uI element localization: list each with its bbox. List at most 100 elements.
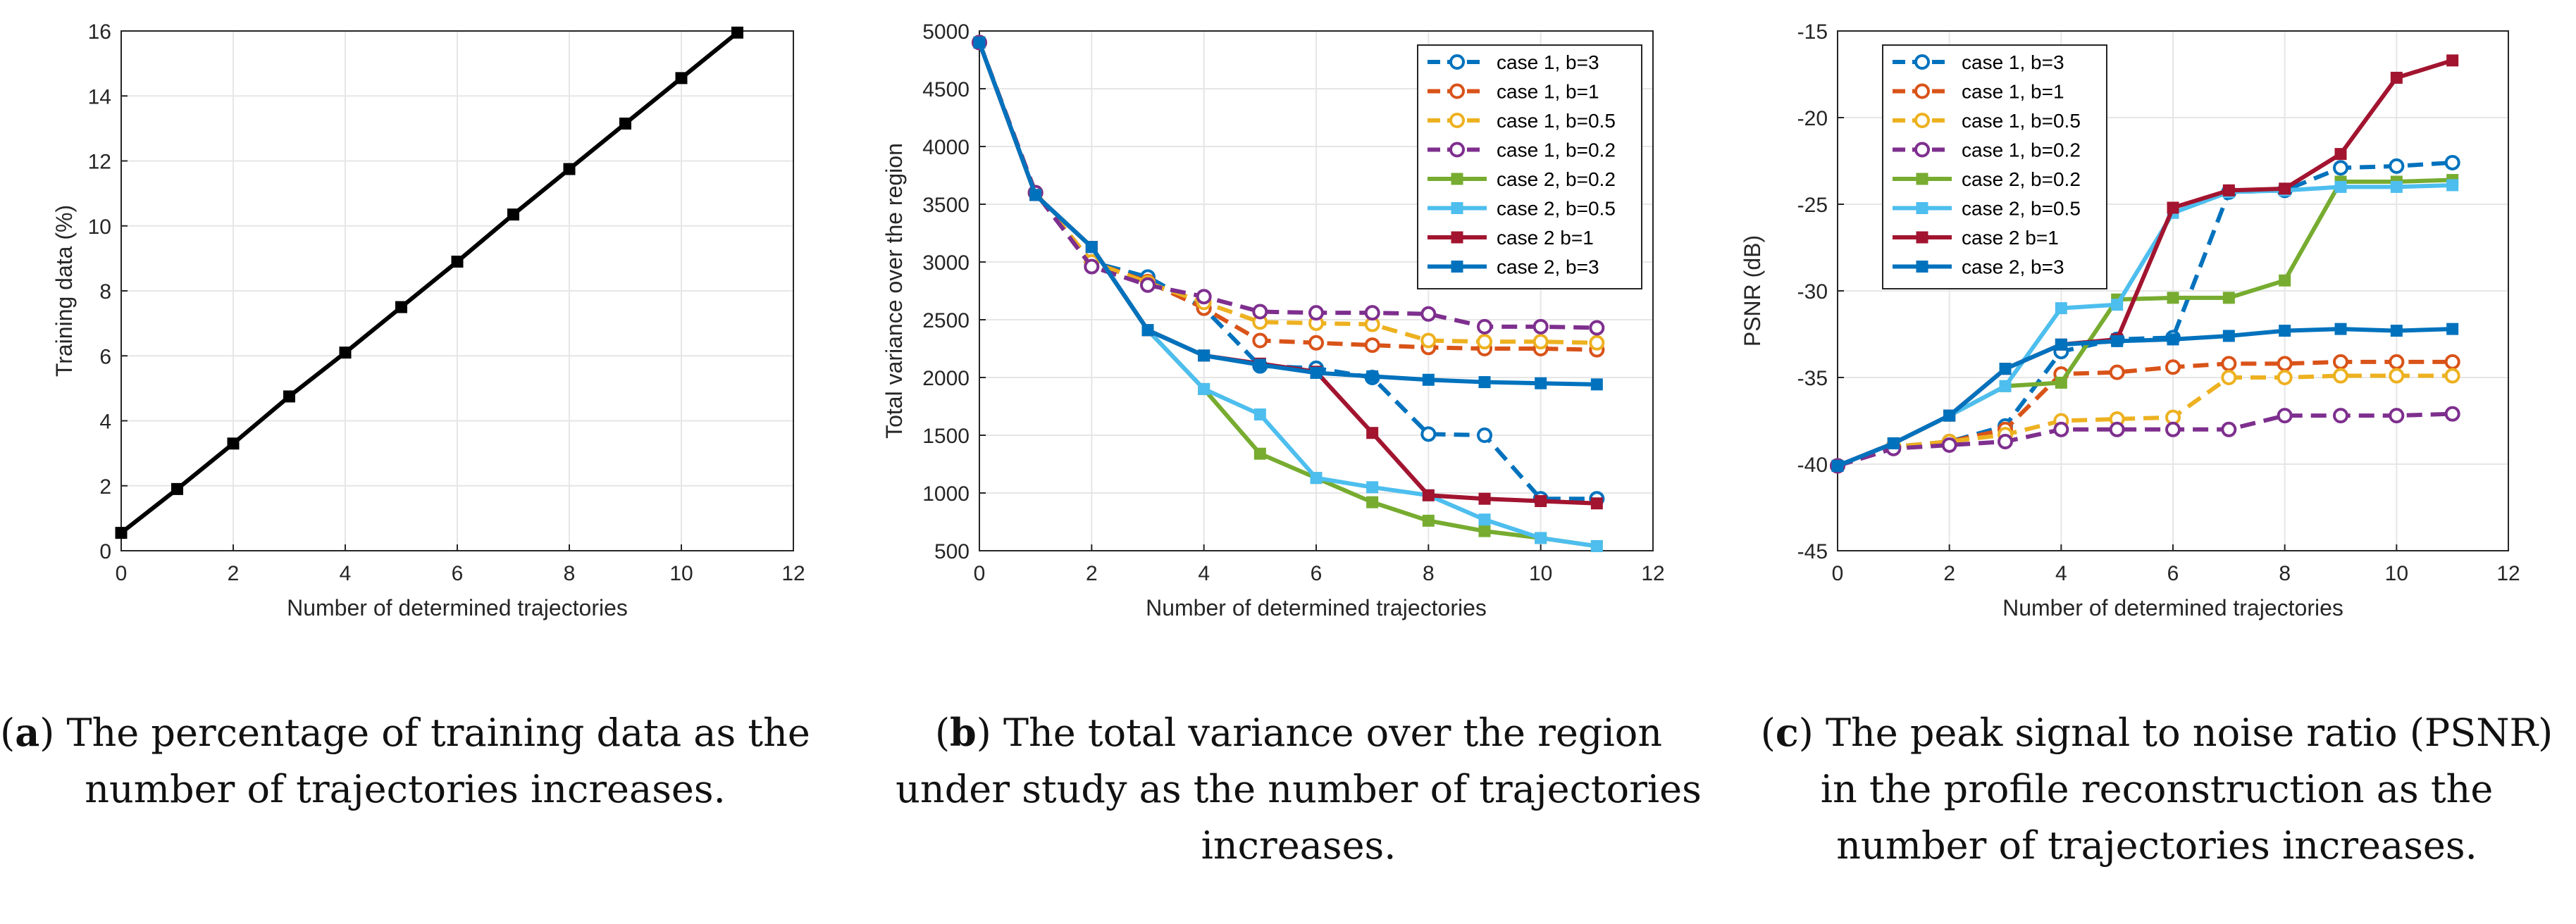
data-point — [1532, 334, 1549, 350]
data-point — [1478, 513, 1491, 526]
data-point — [2446, 179, 2459, 192]
y-axis-label: PSNR (dB) — [1740, 235, 1765, 346]
data-point — [1998, 434, 2013, 450]
data-point — [1252, 332, 1268, 349]
data-point — [1478, 525, 1491, 537]
legend-label: case 2, b=0.2 — [1962, 168, 2081, 190]
data-point — [1420, 426, 1437, 442]
data-point — [731, 26, 743, 39]
data-point — [1831, 459, 1844, 472]
data-point — [1477, 427, 1492, 443]
data-point — [2165, 421, 2181, 437]
data-point — [2277, 370, 2293, 385]
data-point — [2109, 421, 2125, 437]
data-point — [1253, 408, 1266, 420]
y-axis-label: Total variance over the region — [881, 143, 907, 439]
data-point — [1198, 349, 1210, 362]
legend-label: case 2 b=1 — [1497, 227, 1594, 249]
y-tick-label: -25 — [1797, 194, 1828, 217]
data-point — [507, 208, 519, 221]
data-point — [2109, 364, 2125, 380]
y-tick-label: 4 — [99, 411, 111, 434]
data-point — [2333, 408, 2348, 424]
data-point — [1420, 306, 1437, 322]
y-tick-label: 8 — [99, 280, 111, 304]
data-point — [1535, 494, 1547, 507]
data-point — [2222, 330, 2235, 342]
legend-marker — [1914, 83, 1930, 99]
y-tick-label: 3000 — [922, 251, 970, 275]
data-point — [2444, 354, 2460, 370]
legend-marker — [1451, 231, 1463, 244]
x-axis-label: Number of determined trajectories — [287, 595, 628, 620]
data-point — [1590, 497, 1603, 510]
data-point — [1310, 472, 1323, 485]
data-point — [2055, 302, 2067, 315]
caption-c-letter: c — [1775, 710, 1799, 755]
x-tick-label: 0 — [1832, 562, 1844, 585]
series-line — [1837, 373, 2453, 468]
legend-marker — [1449, 83, 1465, 99]
data-point — [1308, 335, 1324, 351]
data-point — [1422, 514, 1435, 527]
x-tick-label: 10 — [2385, 562, 2408, 585]
chart-a: 0 2 4 6 8 10 12 0 2 4 6 8 10 12 14 16 Number of determin… — [51, 20, 805, 620]
data-point — [2334, 148, 2347, 161]
data-point — [973, 36, 986, 49]
data-point — [1310, 366, 1323, 379]
chart-b: 0 2 4 6 8 10 12 500 1000 1500 2000 2500 3000 3500 4000… — [881, 20, 1665, 620]
legend-marker — [1451, 261, 1463, 273]
data-point — [1477, 318, 1492, 335]
y-tick-label: -35 — [1797, 367, 1828, 390]
data-point — [1535, 532, 1547, 544]
data-point — [1364, 337, 1380, 354]
data-point — [563, 163, 576, 175]
series-line — [977, 42, 1597, 387]
x-tick-label: 8 — [2279, 562, 2291, 585]
legend-marker — [1449, 54, 1465, 70]
caption-b: (b) The total variance over the region u… — [896, 710, 1702, 868]
legend-marker — [1916, 202, 1928, 214]
legend-marker — [1914, 142, 1930, 158]
legend-marker — [1914, 113, 1930, 128]
data-point — [2221, 356, 2237, 372]
y-tick-label: 12 — [88, 151, 111, 174]
x-tick-label: 8 — [564, 562, 576, 585]
caption-a: (a) The percentage of training data as t… — [0, 710, 810, 811]
y-tick-label: 2000 — [922, 367, 970, 390]
legend-label: case 1, b=1 — [1497, 81, 1599, 103]
y-tick-label: 4500 — [922, 78, 970, 101]
data-point — [2444, 154, 2460, 170]
series — [1831, 323, 2459, 472]
data-point — [1478, 376, 1491, 389]
data-point — [2333, 368, 2348, 384]
data-point — [2390, 325, 2403, 337]
data-point — [1420, 332, 1437, 349]
y-tick-label: 5000 — [922, 20, 970, 44]
x-tick-label: 2 — [1086, 562, 1098, 585]
legend-label: case 2, b=3 — [1497, 256, 1599, 278]
legend-label: case 1, b=3 — [1962, 51, 2064, 73]
data-point — [2222, 184, 2235, 196]
legend-marker — [1916, 173, 1928, 185]
data-point — [2167, 201, 2179, 214]
y-tick-label: -15 — [1797, 20, 1828, 44]
y-tick-label: 1500 — [922, 425, 970, 448]
data-point — [2446, 323, 2459, 335]
x-tick-label: 12 — [1641, 562, 1664, 585]
x-axis-label: Number of determined trajectories — [2002, 595, 2343, 620]
x-tick-label: 10 — [669, 562, 693, 585]
x-tick-label: 2 — [1943, 562, 1955, 585]
x-tick-label: 4 — [340, 562, 352, 585]
data-point — [2221, 421, 2237, 437]
data-point — [1887, 437, 1900, 449]
caption-b-text: ) The total variance over the region und… — [896, 711, 1702, 868]
data-point — [1590, 378, 1603, 391]
data-point — [2277, 408, 2293, 424]
data-point — [1478, 492, 1491, 505]
y-tick-label: 500 — [934, 540, 970, 563]
legend-label: case 2, b=0.5 — [1497, 198, 1616, 220]
data-point — [1366, 427, 1379, 439]
data-point — [2111, 299, 2124, 311]
data-point — [1141, 324, 1154, 337]
